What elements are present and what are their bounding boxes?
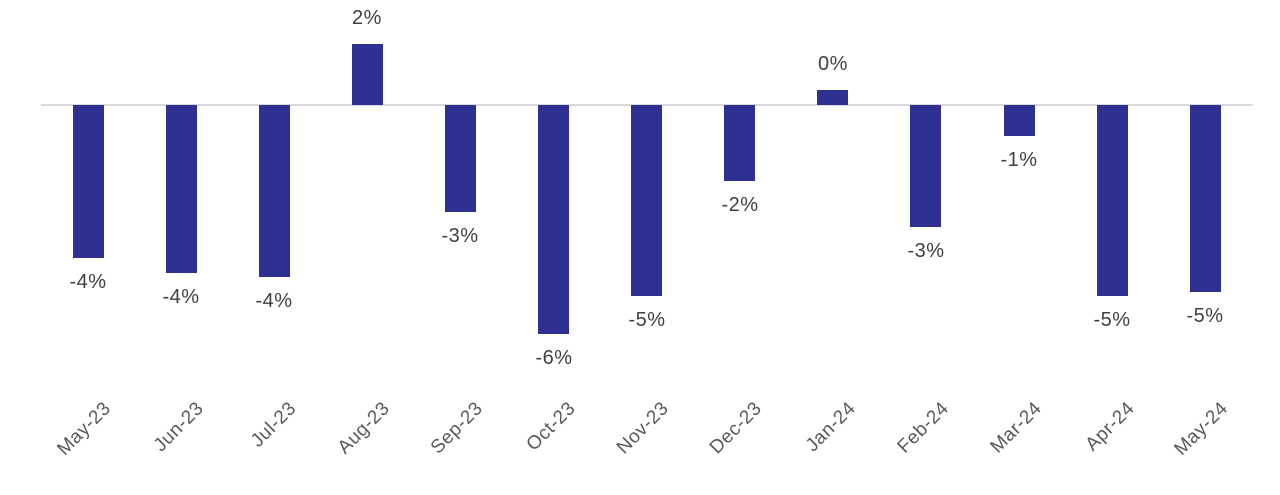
bar-may-23: [73, 105, 104, 258]
data-label-mar-24: -1%: [1000, 149, 1038, 171]
data-label-aug-23: 2%: [352, 7, 382, 29]
axis-label-feb-24: Feb-24: [893, 398, 953, 458]
data-label-apr-24: -5%: [1093, 309, 1131, 331]
axis-label-aug-23: Aug-23: [333, 398, 395, 459]
bar-oct-23: [538, 105, 569, 334]
bar-nov-23: [631, 105, 662, 296]
data-label-may-23: -4%: [69, 271, 107, 293]
axis-label-may-24: May-24: [1170, 398, 1233, 460]
bar-feb-24: [910, 105, 941, 227]
bar-jan-24: [817, 90, 848, 105]
axis-label-oct-23: Oct-23: [523, 398, 581, 456]
axis-label-nov-23: Nov-23: [613, 398, 674, 459]
bar-mar-24: [1004, 105, 1035, 136]
bar-dec-23: [724, 105, 755, 181]
bar-apr-24: [1097, 105, 1128, 296]
data-label-oct-23: -6%: [535, 347, 573, 369]
bar-jul-23: [259, 105, 290, 277]
axis-label-sep-23: Sep-23: [426, 398, 488, 459]
data-label-sep-23: -3%: [441, 225, 479, 247]
data-label-feb-24: -3%: [907, 240, 945, 262]
data-label-jul-23: -4%: [255, 290, 293, 312]
axis-label-jul-23: Jul-23: [247, 398, 302, 452]
data-label-jun-23: -4%: [162, 286, 200, 308]
bar-may-24: [1190, 105, 1221, 292]
data-label-may-24: -5%: [1186, 305, 1224, 327]
bar-aug-23: [352, 44, 383, 105]
data-label-nov-23: -5%: [628, 309, 666, 331]
axis-label-apr-24: Apr-24: [1081, 398, 1139, 456]
axis-label-dec-23: Dec-23: [706, 398, 767, 459]
bar-sep-23: [445, 105, 476, 212]
data-label-dec-23: -2%: [721, 194, 759, 216]
bar-jun-23: [166, 105, 197, 273]
axis-label-mar-24: Mar-24: [986, 398, 1046, 458]
axis-label-jun-23: Jun-23: [149, 398, 208, 457]
axis-label-jan-24: Jan-24: [801, 398, 860, 457]
axis-label-may-23: May-23: [53, 398, 115, 460]
data-label-jan-24: 0%: [818, 53, 848, 75]
